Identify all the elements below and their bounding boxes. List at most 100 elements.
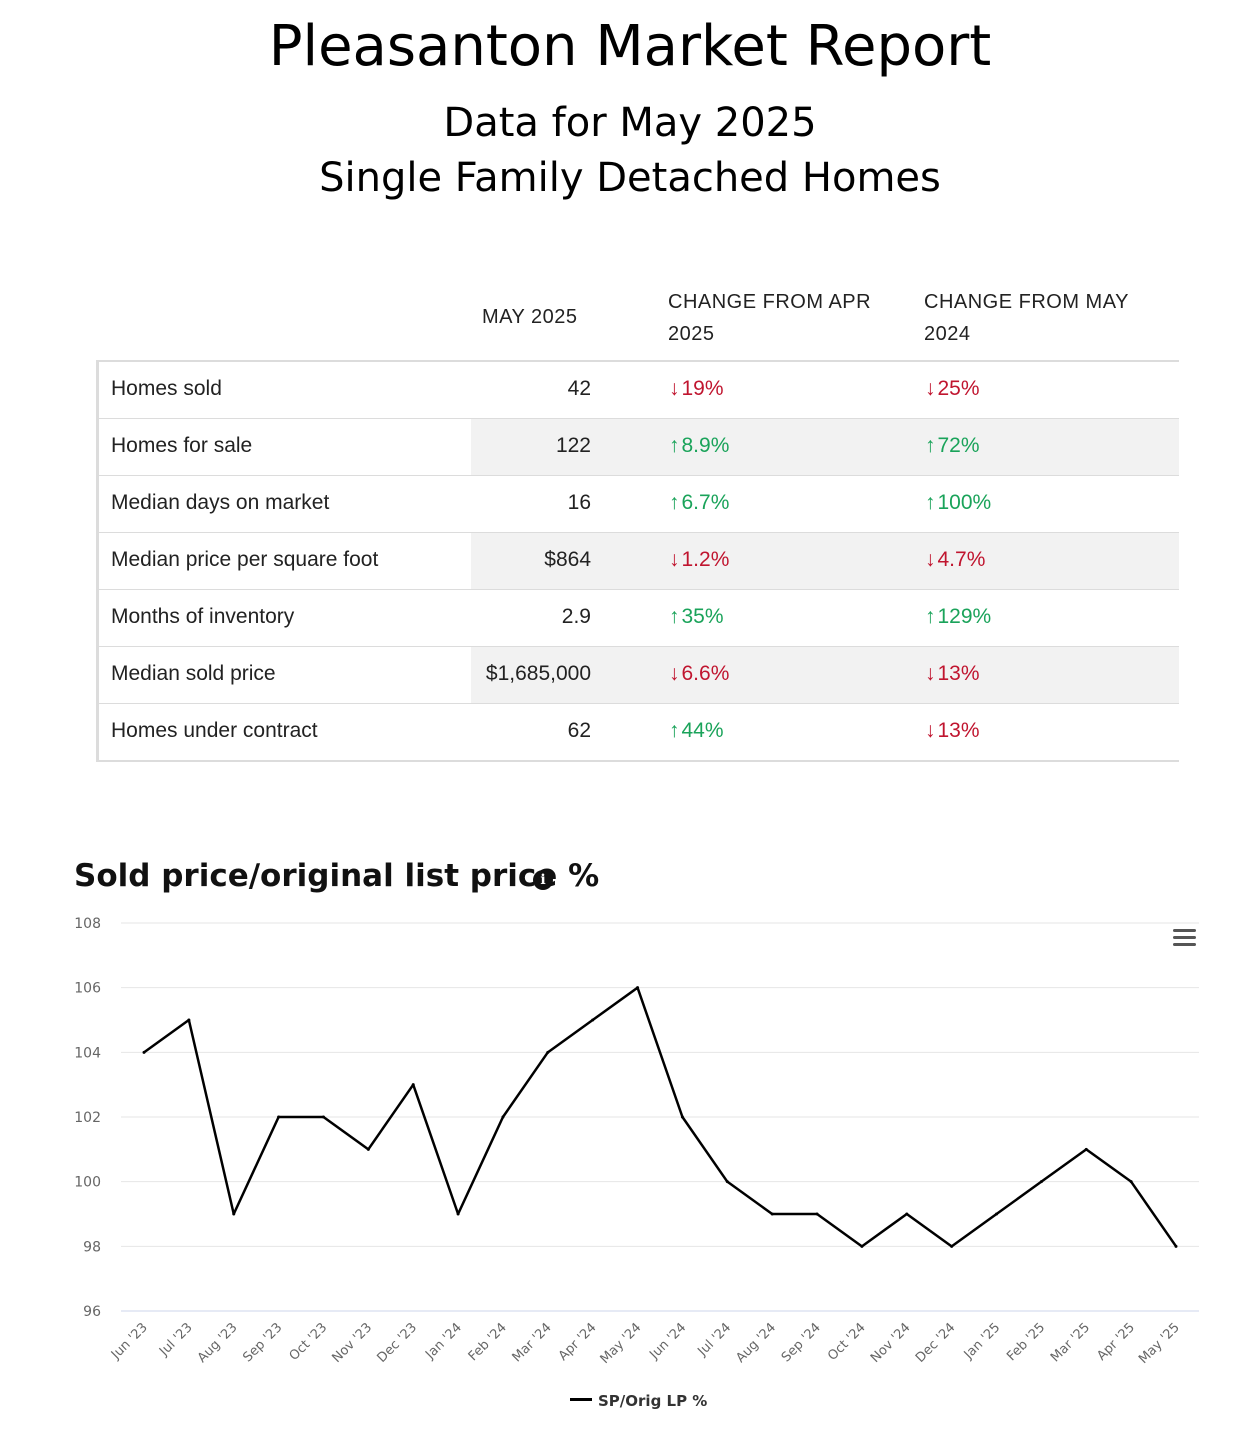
table-row: Homes sold 42 ↓19% ↓25% bbox=[99, 362, 1179, 418]
data-point bbox=[142, 1050, 146, 1054]
arrow-down-icon: ↓ bbox=[669, 548, 680, 571]
change-value: 13% bbox=[937, 719, 980, 742]
x-tick-label: Feb '25 bbox=[1004, 1320, 1048, 1364]
x-tick-label: Jan '25 bbox=[961, 1320, 1004, 1363]
change-value: 100% bbox=[937, 491, 992, 514]
arrow-down-icon: ↓ bbox=[925, 719, 936, 742]
x-tick-label: Aug '23 bbox=[195, 1320, 241, 1366]
data-point bbox=[277, 1115, 281, 1119]
y-tick-label: 108 bbox=[74, 916, 101, 932]
row-change-prev-year: ↓4.7% bbox=[925, 548, 985, 572]
report-title: Pleasanton Market Report bbox=[268, 14, 992, 79]
row-change-prev-year: ↑72% bbox=[925, 434, 980, 458]
y-tick-label: 104 bbox=[74, 1045, 101, 1061]
x-tick-label: Jun '23 bbox=[108, 1320, 151, 1363]
info-icon[interactable]: i bbox=[533, 870, 553, 890]
row-background bbox=[471, 647, 1179, 703]
data-point bbox=[905, 1212, 909, 1216]
x-tick-label: Sep '23 bbox=[240, 1320, 285, 1365]
change-value: 8.9% bbox=[681, 434, 730, 457]
change-value: 6.7% bbox=[681, 491, 730, 514]
row-label: Months of inventory bbox=[111, 605, 295, 628]
table-row: Homes for sale 122 ↑8.9% ↑72% bbox=[99, 418, 1179, 475]
change-value: 129% bbox=[937, 605, 992, 628]
data-point bbox=[1039, 1180, 1043, 1184]
column-header-change-prev-month-line2: 2025 bbox=[668, 323, 715, 345]
column-header-current: MAY 2025 bbox=[482, 306, 578, 328]
y-tick-label: 106 bbox=[74, 981, 101, 997]
data-point bbox=[680, 1115, 684, 1119]
data-point bbox=[995, 1212, 999, 1216]
table-body: Homes sold 42 ↓19% ↓25% Homes for sale 122 ↑8.… bbox=[96, 360, 1179, 762]
row-current-value: 122 bbox=[555, 434, 591, 457]
x-tick-label: Jun '24 bbox=[646, 1320, 689, 1363]
row-label: Homes for sale bbox=[111, 434, 253, 457]
data-point bbox=[815, 1212, 819, 1216]
hamburger-menu-icon[interactable] bbox=[1173, 929, 1196, 947]
x-tick-label: Jul '24 bbox=[695, 1320, 735, 1360]
change-value: 4.7% bbox=[937, 548, 986, 571]
arrow-up-icon: ↑ bbox=[669, 719, 680, 742]
arrow-down-icon: ↓ bbox=[669, 377, 680, 400]
row-change-prev-year: ↓25% bbox=[925, 377, 980, 401]
data-point bbox=[636, 986, 640, 990]
arrow-up-icon: ↑ bbox=[669, 491, 680, 514]
data-point bbox=[366, 1147, 370, 1151]
series-line bbox=[143, 986, 1178, 1248]
chart-legend[interactable]: SP/Orig LP % bbox=[570, 1392, 707, 1410]
data-point bbox=[232, 1212, 236, 1216]
change-value: 25% bbox=[937, 377, 980, 400]
arrow-up-icon: ↑ bbox=[925, 605, 936, 628]
data-point bbox=[725, 1180, 729, 1184]
row-change-prev-year: ↓13% bbox=[925, 719, 980, 743]
row-change-prev-year: ↓13% bbox=[925, 662, 980, 686]
legend-line-swatch bbox=[570, 1398, 592, 1401]
data-point bbox=[187, 1018, 191, 1022]
x-tick-label: Jan '24 bbox=[422, 1320, 465, 1363]
arrow-up-icon: ↑ bbox=[925, 491, 936, 514]
table-row: Median sold price $1,685,000 ↓6.6% ↓13% bbox=[99, 646, 1179, 703]
row-change-prev-month: ↑6.7% bbox=[669, 491, 729, 515]
row-label: Median days on market bbox=[111, 491, 330, 514]
x-tick-label: Oct '24 bbox=[825, 1320, 869, 1364]
arrow-up-icon: ↑ bbox=[669, 605, 680, 628]
row-label: Homes sold bbox=[111, 377, 222, 400]
row-change-prev-year: ↑129% bbox=[925, 605, 991, 629]
x-tick-label: Apr '24 bbox=[556, 1320, 600, 1364]
data-point bbox=[546, 1050, 550, 1054]
data-point bbox=[321, 1115, 325, 1119]
column-header-change-prev-year: CHANGE FROM MAY 2024 bbox=[924, 286, 1129, 350]
row-current-value: 42 bbox=[567, 377, 591, 400]
y-tick-label: 96 bbox=[83, 1304, 101, 1320]
line-chart: 96 98 100 102 104 106 108 Jun '23 Jul '23 Aug '23… bbox=[74, 916, 1199, 1367]
row-label: Median sold price bbox=[111, 662, 276, 685]
row-change-prev-year: ↑100% bbox=[925, 491, 991, 515]
row-current-value: 2.9 bbox=[561, 605, 591, 628]
table-row: Homes under contract 62 ↑44% ↓13% bbox=[99, 703, 1179, 760]
change-value: 6.6% bbox=[681, 662, 730, 685]
data-point bbox=[1174, 1244, 1178, 1248]
data-point bbox=[770, 1212, 774, 1216]
column-header-change-prev-year-line1: CHANGE FROM MAY bbox=[924, 291, 1129, 313]
x-tick-label: Dec '24 bbox=[913, 1320, 959, 1366]
arrow-down-icon: ↓ bbox=[925, 377, 936, 400]
arrow-down-icon: ↓ bbox=[925, 662, 936, 685]
data-point bbox=[411, 1083, 415, 1087]
x-tick-label: Mar '25 bbox=[1048, 1320, 1093, 1365]
x-tick-label: May '24 bbox=[598, 1320, 645, 1367]
x-tick-label: Apr '25 bbox=[1094, 1320, 1138, 1364]
x-tick-label: Dec '23 bbox=[375, 1320, 421, 1366]
row-change-prev-month: ↓1.2% bbox=[669, 548, 729, 572]
y-tick-label: 98 bbox=[83, 1239, 101, 1255]
row-change-prev-month: ↑35% bbox=[669, 605, 724, 629]
arrow-down-icon: ↓ bbox=[669, 662, 680, 685]
row-change-prev-month: ↓6.6% bbox=[669, 662, 729, 686]
table-row: Median price per square foot $864 ↓1.2% ↓4.… bbox=[99, 532, 1179, 589]
row-background bbox=[471, 419, 1179, 475]
x-tick-label: Mar '24 bbox=[510, 1320, 555, 1365]
row-current-value: 16 bbox=[567, 491, 591, 514]
row-current-value: 62 bbox=[567, 719, 591, 742]
data-point bbox=[950, 1244, 954, 1248]
table-row: Months of inventory 2.9 ↑35% ↑129% bbox=[99, 589, 1179, 646]
row-change-prev-month: ↑44% bbox=[669, 719, 724, 743]
